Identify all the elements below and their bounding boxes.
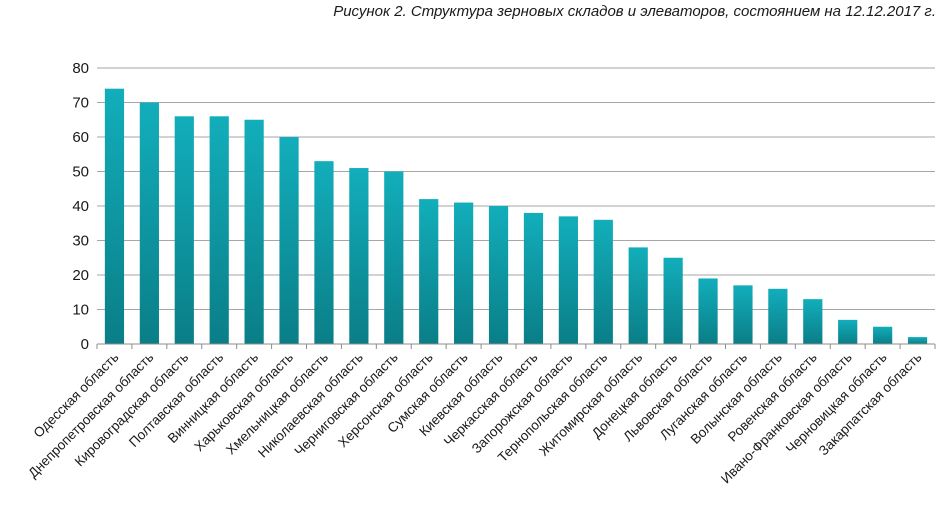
bar [209,116,229,344]
bar [873,326,893,344]
y-tick-label: 40 [72,198,89,215]
bar [698,278,718,344]
bar [838,319,858,344]
bars [104,88,928,344]
y-tick-label: 60 [72,129,89,146]
bar [244,119,264,344]
y-tick-label: 20 [72,267,89,284]
bar [454,202,474,344]
bar [523,212,544,344]
y-tick-label: 50 [72,164,89,181]
bar [349,168,369,344]
bar [139,102,159,344]
bar [663,257,683,344]
bar [314,161,334,344]
bar [558,216,578,344]
y-tick-label: 80 [72,60,89,77]
gridlines [97,67,935,310]
bar [733,285,753,344]
bar [907,337,928,344]
bar [174,116,194,344]
bar [593,219,613,344]
chart-title: Рисунок 2. Структура зерновых складов и … [333,3,936,20]
bar [104,88,125,344]
bar [279,137,299,344]
x-axis [96,343,936,349]
y-tick-label: 10 [72,302,89,319]
y-tick-label: 70 [72,95,89,112]
y-tick-label: 30 [72,233,89,250]
bar [803,299,823,344]
bar [419,199,439,344]
y-tick-label: 0 [81,336,89,353]
bar [768,288,788,344]
bar [628,247,648,344]
y-axis-ticks: 0 10 20 30 40 50 60 70 80 [72,60,89,353]
bar [488,206,509,344]
bar [384,171,404,344]
